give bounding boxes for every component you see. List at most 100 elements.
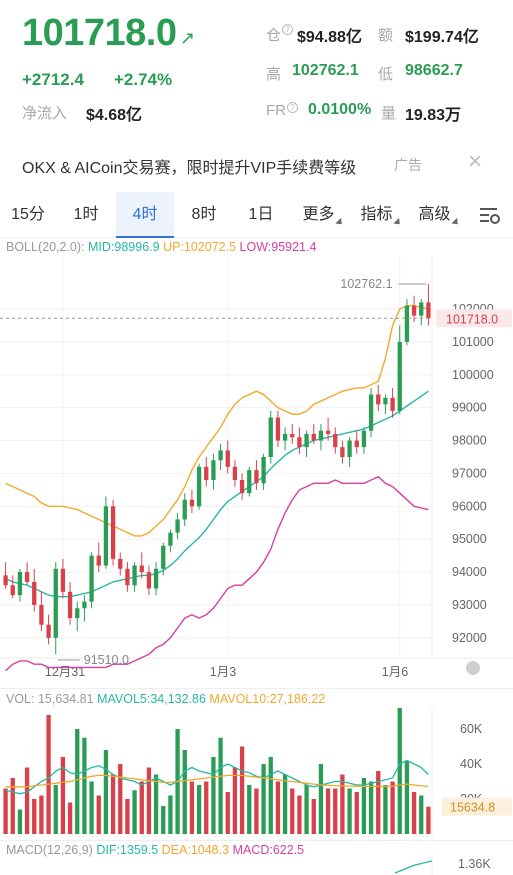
up-trend-arrow-icon: ↗ xyxy=(180,28,196,48)
low-value: 98662.7 xyxy=(405,62,463,79)
candle-body xyxy=(347,440,352,457)
candle-body xyxy=(297,437,302,448)
candle-body xyxy=(82,601,87,609)
tab-1h[interactable]: 1时 xyxy=(73,206,99,223)
volume-bar xyxy=(110,774,116,834)
volume-bar xyxy=(318,764,324,834)
y-tick-label: 93000 xyxy=(452,598,487,612)
volume-last-tag xyxy=(442,797,512,816)
candle-body xyxy=(254,470,259,484)
macd-value: MACD:622.5 xyxy=(232,843,305,857)
volume-bar xyxy=(254,788,259,834)
funding-rate-label: FR? xyxy=(266,102,298,119)
volume-bar xyxy=(196,785,202,834)
timeframe-tabs: 15分 1时 4时 8时 1日 更多 指标 高级 xyxy=(0,192,513,238)
candle-body xyxy=(153,568,159,589)
candle-body xyxy=(168,532,173,546)
tab-advanced[interactable]: 高级 xyxy=(414,192,464,238)
boll-upper-line xyxy=(5,305,429,537)
ad-banner[interactable]: OKX & AICoin交易赛，限时提升VIP手续费等级 广告 × xyxy=(0,138,513,190)
volume-bar xyxy=(17,809,23,834)
volume-bar xyxy=(297,795,302,834)
settings-lines-icon xyxy=(480,207,500,224)
boll-name: BOLL(20,2.0): xyxy=(6,240,85,254)
candlestick-chart[interactable]: 1020001010001000009900098000970009600095… xyxy=(0,256,513,696)
volume-bar xyxy=(24,767,30,834)
volume-bar xyxy=(304,785,309,834)
price-change: +2712.4 xyxy=(22,70,84,89)
divider xyxy=(0,688,513,689)
last-price-tag xyxy=(436,309,512,328)
volume-legend[interactable]: VOL: 15,634.81 MAVOL5:34,132.86 MAVOL10:… xyxy=(6,692,325,706)
volume-bar xyxy=(89,781,94,834)
volume-bar xyxy=(53,785,58,834)
volume-bar xyxy=(60,757,66,834)
volume-bar xyxy=(182,750,187,834)
macd-dea: DEA:1048.3 xyxy=(161,843,230,857)
dropdown-icon xyxy=(392,217,403,228)
net-inflow-value: $4.68亿 xyxy=(86,107,143,124)
candle-body xyxy=(404,305,410,342)
tab-15m[interactable]: 15分 xyxy=(11,206,45,223)
info-icon[interactable]: ? xyxy=(282,24,294,35)
volume-bar xyxy=(390,781,395,834)
candle-body xyxy=(333,433,338,448)
volume-chart[interactable]: 60K40K20K15634.8 xyxy=(0,708,513,838)
tab-more[interactable]: 更多 xyxy=(298,192,348,238)
y-tick-label: 99000 xyxy=(452,401,487,415)
candle-body xyxy=(218,450,223,461)
volume-bar xyxy=(168,795,173,834)
candle-body xyxy=(304,433,309,448)
macd-dif-line xyxy=(394,860,433,874)
funding-rate-value: 0.0100% xyxy=(308,101,372,118)
quantity-label: 量 xyxy=(381,105,397,122)
quantity-value: 19.83万 xyxy=(405,107,462,124)
volume-bar xyxy=(347,788,352,834)
volume-bar xyxy=(333,788,338,834)
volume-bar xyxy=(426,806,431,834)
candle-body xyxy=(139,565,144,573)
chart-settings-icon[interactable] xyxy=(472,192,508,238)
tab-4h[interactable]: 4时 xyxy=(116,192,174,238)
candle-body xyxy=(383,397,388,405)
candle-body xyxy=(24,572,30,582)
tab-indicators[interactable]: 指标 xyxy=(356,192,406,238)
macd-dif: DIF:1359.5 xyxy=(96,843,159,857)
x-tick-label: 1月3 xyxy=(210,665,236,679)
candle-body xyxy=(146,572,152,589)
vol-ma5: MAVOL5:34,132.86 xyxy=(97,692,206,706)
tab-more-label: 更多 xyxy=(302,206,335,223)
candle-body xyxy=(361,430,367,448)
candle-body xyxy=(118,558,123,569)
boll-up: UP:102072.5 xyxy=(163,240,237,254)
volume-bar xyxy=(247,785,252,834)
macd-chart[interactable]: 1.36K xyxy=(0,855,513,875)
info-icon[interactable]: ? xyxy=(287,102,298,113)
boll-legend[interactable]: BOLL(20,2.0): MID:98996.9 UP:102072.5 LO… xyxy=(6,240,316,254)
close-icon[interactable]: × xyxy=(468,148,483,175)
mavol10-line xyxy=(5,774,429,788)
turnover-label: 额 xyxy=(378,27,394,44)
candle-body xyxy=(182,499,187,520)
y-tick-label: 101000 xyxy=(452,335,494,349)
candle-body xyxy=(261,456,266,484)
candle-body xyxy=(247,470,252,494)
candle-body xyxy=(340,447,345,457)
volume-bar xyxy=(239,746,245,834)
volume-bar xyxy=(10,778,15,834)
volume-bar xyxy=(383,785,388,834)
tab-indicators-label: 指标 xyxy=(360,206,393,223)
volume-bar xyxy=(96,795,101,834)
volume-bar xyxy=(153,774,159,834)
tab-8h[interactable]: 8时 xyxy=(191,206,217,223)
candle-body xyxy=(53,568,58,638)
candle-body xyxy=(161,545,166,569)
candle-body xyxy=(110,506,116,559)
candle-body xyxy=(318,430,324,441)
tab-1d[interactable]: 1日 xyxy=(248,206,274,223)
macd-legend[interactable]: MACD(12,26,9) DIF:1359.5 DEA:1048.3 MACD… xyxy=(6,843,304,857)
candle-body xyxy=(232,466,238,481)
volume-bar xyxy=(225,792,230,834)
ad-banner-text[interactable]: OKX & AICoin交易赛，限时提升VIP手续费等级 xyxy=(22,160,357,177)
volume-bar xyxy=(67,802,73,834)
